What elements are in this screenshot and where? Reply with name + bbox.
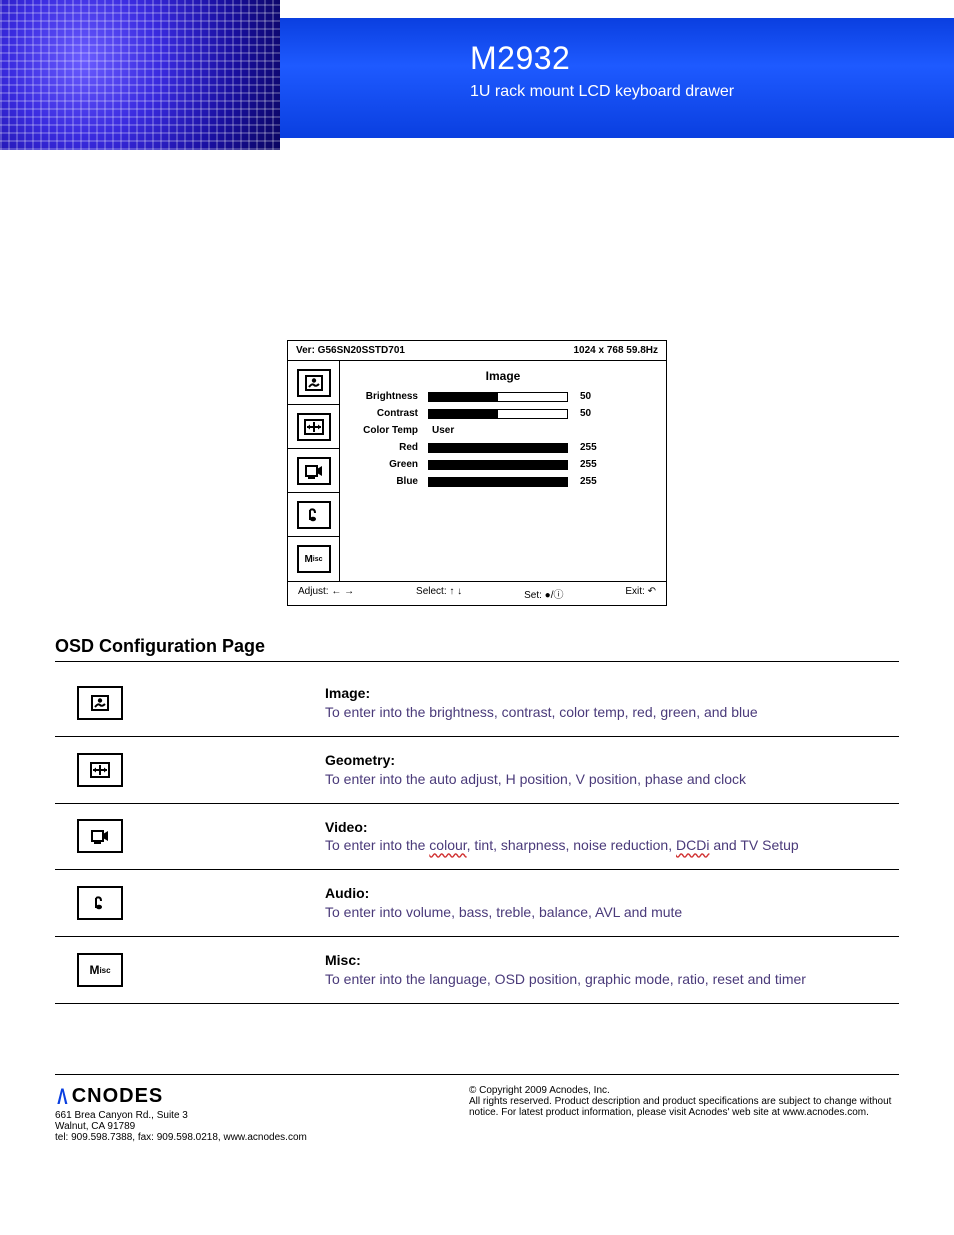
osd-slider[interactable] <box>428 460 568 470</box>
osd-row-label: Contrast <box>350 408 428 419</box>
osd-hint-exit: Exit: ↶ <box>625 586 656 601</box>
osd-value: 50 <box>580 391 610 402</box>
cfg-desc: To enter into the brightness, contrast, … <box>325 704 758 720</box>
osd-value: 255 <box>580 476 610 487</box>
cfg-row-misc: Misc Misc:To enter into the language, OSD… <box>55 937 899 1004</box>
osd-value: 255 <box>580 459 610 470</box>
header-photo <box>0 0 280 150</box>
osd-tab-geometry[interactable] <box>288 405 339 449</box>
footer-addr3: tel: 909.598.7388, fax: 909.598.0218, ww… <box>55 1132 307 1143</box>
osd-row-brightness[interactable]: Brightness 50 <box>350 391 656 402</box>
section-rule <box>55 661 899 662</box>
osd-row-label: Red <box>350 442 428 453</box>
geometry-icon <box>55 753 145 787</box>
cfg-text: Misc:To enter into the language, OSD pos… <box>325 951 899 989</box>
osd-hint-adjust: Adjust: ← → <box>298 586 354 601</box>
cfg-row-image: Image:To enter into the brightness, cont… <box>55 670 899 737</box>
footer-addr1: 661 Brea Canyon Rd., Suite 3 <box>55 1110 307 1121</box>
footer-addr2: Walnut, CA 91789 <box>55 1121 307 1132</box>
logo-caret-icon: Λ <box>57 1086 67 1108</box>
osd-row-label: Blue <box>350 476 428 487</box>
osd-value: 255 <box>580 442 610 453</box>
osd-tab-image[interactable] <box>288 361 339 405</box>
osd-row-label: Color Temp <box>350 425 428 436</box>
cfg-desc: To enter into the auto adjust, H positio… <box>325 771 746 787</box>
osd-panel: Ver: G56SN20SSTD701 1024 x 768 59.8Hz Mi… <box>287 340 667 606</box>
image-icon <box>55 686 145 720</box>
misc-icon: Misc <box>55 953 145 987</box>
product-model: M2932 <box>470 40 734 77</box>
osd-row-contrast[interactable]: Contrast 50 <box>350 408 656 419</box>
video-icon <box>55 819 145 853</box>
cfg-desc: To enter into the language, OSD position… <box>325 971 806 987</box>
product-subtitle: 1U rack mount LCD keyboard drawer <box>470 83 734 101</box>
footer-legal: All rights reserved. Product description… <box>469 1096 899 1118</box>
header-banner: M2932 1U rack mount LCD keyboard drawer <box>0 0 954 150</box>
cfg-row-audio: Audio:To enter into volume, bass, treble… <box>55 870 899 937</box>
audio-icon <box>55 886 145 920</box>
section-title: OSD Configuration Page <box>55 636 899 657</box>
cfg-row-geometry: Geometry:To enter into the auto adjust, … <box>55 737 899 804</box>
osd-section-title: Image <box>350 369 656 383</box>
osd-row-blue[interactable]: Blue 255 <box>350 476 656 487</box>
osd-hint-select: Select: ↑ ↓ <box>416 586 462 601</box>
cfg-desc: To enter into the colour, tint, sharpnes… <box>325 837 799 853</box>
company-logo: Λ CNODES <box>55 1085 307 1108</box>
cfg-title: Video: <box>325 818 899 837</box>
cfg-text: Audio:To enter into volume, bass, treble… <box>325 884 899 922</box>
cfg-row-video: Video:To enter into the colour, tint, sh… <box>55 804 899 871</box>
osd-tab-audio[interactable] <box>288 493 339 537</box>
cfg-desc: To enter into volume, bass, treble, bala… <box>325 904 682 920</box>
osd-hint-set: Set: ●/ⓘ <box>524 586 563 601</box>
osd-row-label: Green <box>350 459 428 470</box>
osd-row-red[interactable]: Red 255 <box>350 442 656 453</box>
osd-slider[interactable] <box>428 392 568 402</box>
osd-row-green[interactable]: Green 255 <box>350 459 656 470</box>
cfg-text: Image:To enter into the brightness, cont… <box>325 684 899 722</box>
logo-text: CNODES <box>72 1085 164 1108</box>
osd-row-label: Brightness <box>350 391 428 402</box>
osd-row-color-temp[interactable]: Color TempUser <box>350 425 656 436</box>
osd-version: Ver: G56SN20SSTD701 <box>296 345 405 356</box>
footer-copyright: © Copyright 2009 Acnodes, Inc. <box>469 1085 899 1096</box>
osd-slider[interactable] <box>428 477 568 487</box>
osd-tab-video[interactable] <box>288 449 339 493</box>
osd-slider[interactable] <box>428 409 568 419</box>
cfg-title: Misc: <box>325 951 899 970</box>
osd-tab-misc[interactable]: Misc <box>288 537 339 581</box>
cfg-text: Geometry:To enter into the auto adjust, … <box>325 751 899 789</box>
osd-tab-strip: Misc <box>288 361 340 581</box>
osd-value: 50 <box>580 408 610 419</box>
osd-text-value: User <box>428 425 454 436</box>
osd-slider[interactable] <box>428 443 568 453</box>
cfg-title: Audio: <box>325 884 899 903</box>
page-footer: Λ CNODES 661 Brea Canyon Rd., Suite 3 Wa… <box>55 1074 899 1143</box>
cfg-title: Geometry: <box>325 751 899 770</box>
cfg-title: Image: <box>325 684 899 703</box>
osd-mode: 1024 x 768 59.8Hz <box>573 345 658 356</box>
config-table: Image:To enter into the brightness, cont… <box>55 670 899 1004</box>
cfg-text: Video:To enter into the colour, tint, sh… <box>325 818 899 856</box>
